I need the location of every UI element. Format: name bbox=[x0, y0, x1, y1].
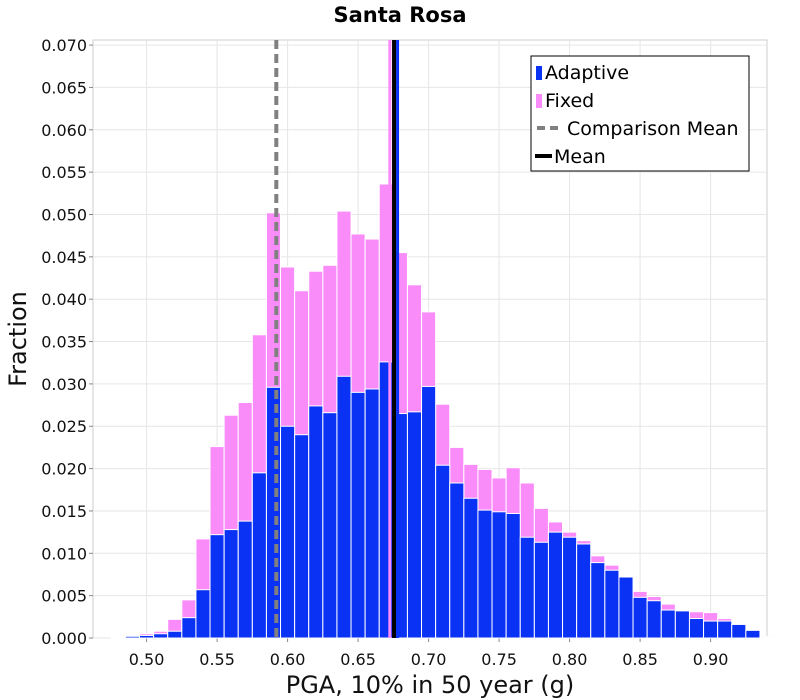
y-tick-label: 0.040 bbox=[41, 290, 87, 309]
adaptive-bar bbox=[322, 412, 338, 639]
y-tick-label: 0.070 bbox=[41, 36, 87, 55]
legend-swatch bbox=[536, 66, 542, 80]
adaptive-bar bbox=[139, 634, 155, 639]
y-tick-label: 0.035 bbox=[41, 333, 87, 352]
adaptive-bar bbox=[364, 388, 380, 639]
x-tick-label: 0.90 bbox=[693, 650, 729, 669]
y-tick-label: 0.060 bbox=[41, 121, 87, 140]
adaptive-bar bbox=[336, 375, 352, 639]
y-tick-label: 0.050 bbox=[41, 205, 87, 224]
adaptive-bar bbox=[350, 391, 366, 639]
legend: Adaptive Fixed Comparison Mean Mean bbox=[530, 55, 750, 172]
adaptive-bar bbox=[167, 630, 183, 639]
x-axis-label: PGA, 10% in 50 year (g) bbox=[286, 671, 575, 699]
x-tick-label: 0.55 bbox=[199, 650, 235, 669]
adaptive-bar bbox=[265, 386, 282, 639]
y-axis-label: Fraction bbox=[4, 291, 32, 387]
y-tick-label: 0.015 bbox=[41, 502, 87, 521]
adaptive-bar bbox=[519, 536, 535, 639]
adaptive-bar bbox=[618, 576, 634, 639]
y-tick-label: 0.065 bbox=[41, 78, 87, 97]
y-tick-label: 0.030 bbox=[41, 375, 87, 394]
adaptive-bar bbox=[745, 629, 761, 639]
adaptive-bar bbox=[759, 636, 775, 639]
adaptive-bar bbox=[533, 541, 549, 639]
adaptive-bar bbox=[604, 569, 620, 639]
adaptive-bar bbox=[547, 531, 564, 639]
y-tick-label: 0.005 bbox=[41, 587, 87, 606]
adaptive-bar bbox=[251, 472, 267, 639]
adaptive-bar bbox=[717, 620, 733, 639]
adaptive-bar bbox=[674, 610, 690, 639]
legend-box bbox=[530, 55, 750, 172]
x-tick-label: 0.50 bbox=[129, 650, 165, 669]
adaptive-bar bbox=[406, 411, 423, 639]
adaptive-bar bbox=[491, 511, 507, 639]
adaptive-bar bbox=[237, 520, 253, 639]
legend-label: Fixed bbox=[545, 90, 594, 112]
adaptive-bar bbox=[646, 600, 662, 639]
legend-swatch bbox=[536, 94, 542, 108]
adaptive-bar bbox=[435, 464, 451, 639]
adaptive-bar bbox=[195, 589, 211, 639]
x-tick-label: 0.60 bbox=[270, 650, 306, 669]
adaptive-bar bbox=[632, 596, 648, 639]
adaptive-bar bbox=[294, 434, 310, 639]
adaptive-bar bbox=[449, 482, 465, 639]
legend-label: Adaptive bbox=[545, 62, 629, 84]
x-tick-label: 0.75 bbox=[481, 650, 517, 669]
adaptive-bar bbox=[731, 623, 747, 639]
adaptive-bar bbox=[124, 635, 141, 639]
x-axis-ticks: 0.50 0.55 0.60 0.65 0.70 0.75 0.80 0.85 0.90 bbox=[129, 638, 729, 669]
mean-lines bbox=[274, 40, 400, 638]
adaptive-bar bbox=[421, 385, 437, 639]
chart-title: Santa Rosa bbox=[333, 3, 466, 27]
adaptive-bar bbox=[308, 405, 324, 639]
y-tick-label: 0.010 bbox=[41, 544, 87, 563]
y-tick-label: 0.055 bbox=[41, 163, 87, 182]
adaptive-bar bbox=[209, 534, 225, 639]
adaptive-bar bbox=[463, 497, 479, 639]
legend-label: Comparison Mean bbox=[567, 118, 739, 140]
adaptive-bar bbox=[505, 512, 521, 639]
adaptive-bar bbox=[280, 425, 296, 639]
adaptive-bar bbox=[688, 618, 705, 639]
x-tick-label: 0.85 bbox=[622, 650, 658, 669]
adaptive-bar bbox=[576, 543, 592, 639]
adaptive-bar bbox=[477, 509, 493, 639]
adaptive-bar bbox=[660, 609, 676, 639]
adaptive-bar bbox=[703, 620, 719, 639]
y-tick-label: 0.045 bbox=[41, 248, 87, 267]
y-tick-label: 0.000 bbox=[41, 629, 87, 648]
x-tick-label: 0.70 bbox=[411, 650, 447, 669]
adaptive-bar bbox=[110, 636, 126, 639]
x-tick-label: 0.65 bbox=[340, 650, 376, 669]
legend-label: Mean bbox=[554, 146, 606, 168]
y-tick-label: 0.025 bbox=[41, 417, 87, 436]
x-tick-label: 0.80 bbox=[552, 650, 588, 669]
adaptive-bar bbox=[153, 633, 169, 639]
adaptive-bar bbox=[590, 562, 606, 639]
adaptive-bars bbox=[110, 361, 775, 639]
y-axis-ticks: 0.000 0.005 0.010 0.015 0.020 0.025 0.030 0.035… bbox=[41, 36, 93, 648]
adaptive-bar bbox=[562, 536, 578, 639]
adaptive-bar bbox=[223, 529, 239, 639]
adaptive-bar bbox=[181, 617, 197, 639]
y-tick-label: 0.020 bbox=[41, 460, 87, 479]
